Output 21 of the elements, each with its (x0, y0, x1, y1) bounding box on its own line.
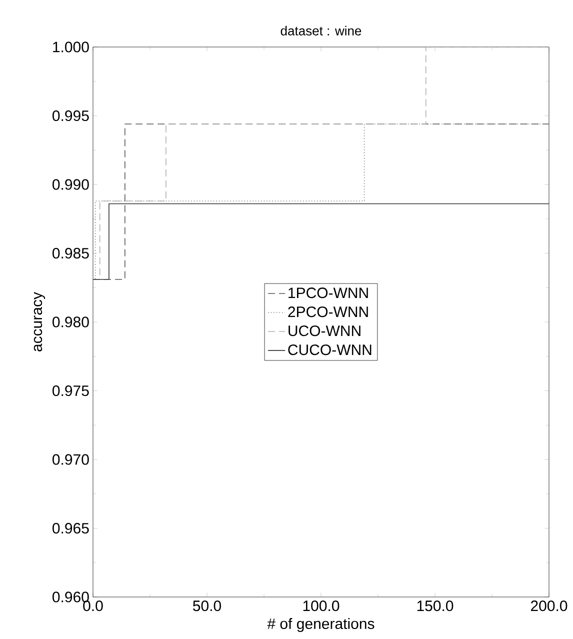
x-tick-label: 200.0 (530, 600, 568, 612)
y-tick-label: 0.975 (52, 385, 89, 396)
legend-label: UCO-WNN (288, 325, 360, 336)
y-tick-label: 0.995 (52, 110, 89, 122)
y-tick-label: 0.960 (52, 592, 89, 602)
x-tick-label: 0.0 (83, 600, 103, 612)
legend-label: CUCO-WNN (288, 344, 372, 356)
y-tick-label: 0.970 (52, 454, 89, 465)
x-tick-label: 50.0 (193, 600, 221, 612)
chart-title: dataset : wine (280, 26, 362, 36)
legend-label: 2PCO-WNN (288, 306, 368, 318)
y-tick-label: 0.985 (52, 248, 89, 259)
x-axis-title: # of generations (267, 618, 374, 632)
x-tick-label: 150.0 (417, 600, 454, 612)
y-axis-title: accuracy (34, 292, 46, 352)
y-tick-label: 0.980 (52, 316, 89, 328)
legend-label: 1PCO-WNN (288, 288, 368, 298)
y-tick-label: 1.000 (53, 42, 89, 52)
y-tick-label: 0.965 (52, 522, 89, 534)
x-tick-label: 100.0 (303, 600, 340, 612)
y-tick-label: 0.990 (52, 179, 89, 190)
